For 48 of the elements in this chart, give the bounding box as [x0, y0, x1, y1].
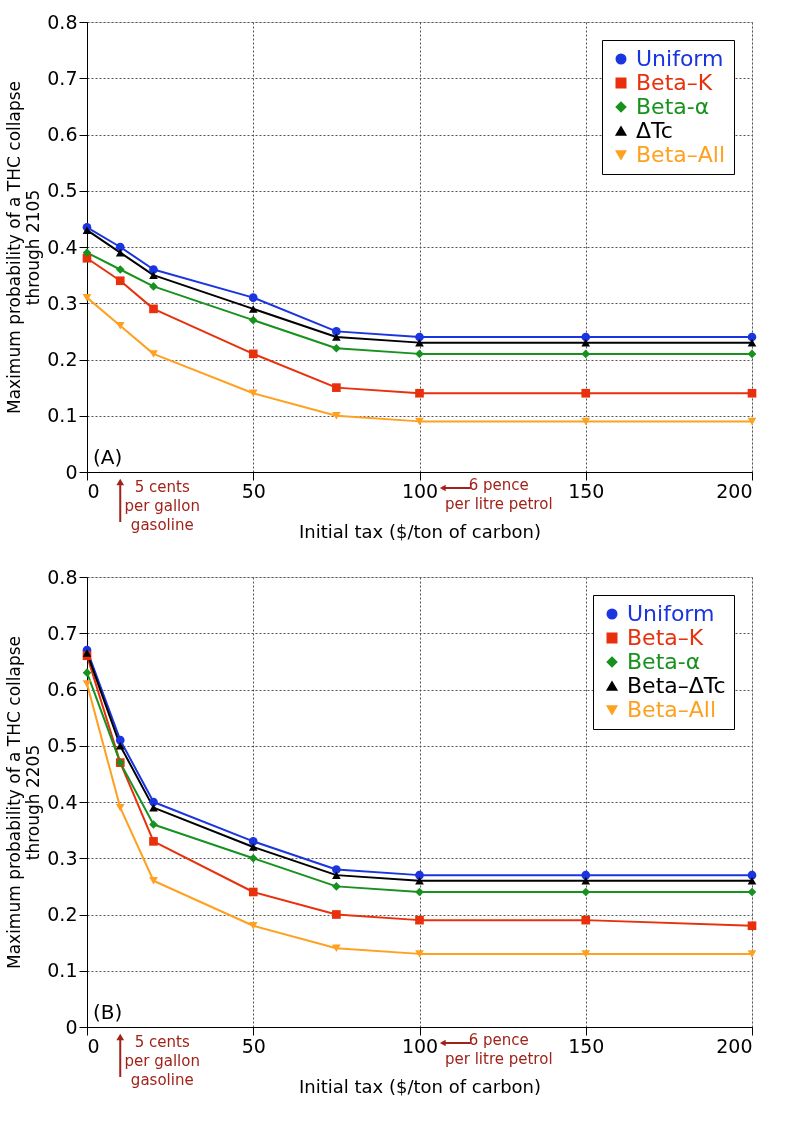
legend-label: Beta–All [636, 142, 726, 167]
legend-label: Beta–K [627, 625, 704, 650]
y-tick-label: 0.5 [47, 179, 78, 202]
y-tick-label: 0 [65, 1015, 78, 1038]
y-tick-label: 0.4 [47, 790, 78, 813]
text: 6 pence per litre petrol [444, 1031, 553, 1068]
x-tick-label: 50 [241, 479, 266, 502]
y-tick-label: 0.6 [47, 678, 78, 700]
legend-label: Uniform [627, 601, 715, 626]
x-tick-label: 150 [568, 1034, 605, 1057]
y-tick-label: 0.1 [47, 404, 78, 427]
y-tick-label: 0.2 [47, 348, 78, 370]
y-tick-label: 0.4 [47, 235, 78, 258]
legend-label: Uniform [636, 46, 724, 71]
x-tick-label: 0 [87, 1034, 100, 1057]
legend-label: Beta–ΔTc [627, 673, 726, 698]
y-tick-label: 0.8 [47, 10, 78, 33]
x-tick-label: 150 [568, 479, 605, 502]
annotation: (A) [93, 445, 123, 469]
y-tick-label: 0 [65, 460, 78, 483]
x-tick-label: 0 [87, 479, 100, 502]
x-tick-label: 100 [401, 1034, 439, 1057]
x-tick-label: 100 [401, 479, 439, 502]
x-tick-label: 50 [241, 1034, 266, 1057]
y-tick-label: 0.7 [47, 66, 78, 89]
y-tick-label: 0.8 [47, 565, 78, 588]
y-tick-label: 0.7 [47, 621, 78, 644]
legend-label: Beta-α [636, 94, 710, 119]
x-axis-title: Initial tax ($/ton of carbon) [299, 1075, 541, 1097]
y-axis-title: Maximum probability of a THC collapse through 2105 [4, 80, 44, 415]
text: 5 cents per gallon gasoline [124, 478, 200, 534]
y-tick-label: 0.1 [47, 959, 78, 982]
x-tick-label: 200 [716, 479, 753, 502]
annotation: (B) [93, 1000, 123, 1024]
x-axis-title: Initial tax ($/ton of carbon) [299, 520, 541, 542]
x-tick-label: 200 [716, 1034, 753, 1057]
legend-label: Beta–All [627, 697, 717, 722]
y-axis-title: Maximum probability of a THC collapse through 2205 [4, 635, 44, 970]
y-tick-label: 0.3 [47, 846, 78, 869]
legend-label: Beta–K [636, 70, 713, 95]
legend-label: Beta-α [627, 649, 701, 674]
y-tick-label: 0.3 [47, 291, 78, 314]
y-tick-label: 0.5 [47, 734, 78, 757]
text: 5 cents per gallon gasoline [124, 1033, 200, 1089]
y-tick-label: 0.6 [47, 123, 78, 145]
y-tick-label: 0.2 [47, 903, 78, 925]
legend-label: ΔTc [636, 118, 673, 143]
text: 6 pence per litre petrol [444, 476, 553, 513]
